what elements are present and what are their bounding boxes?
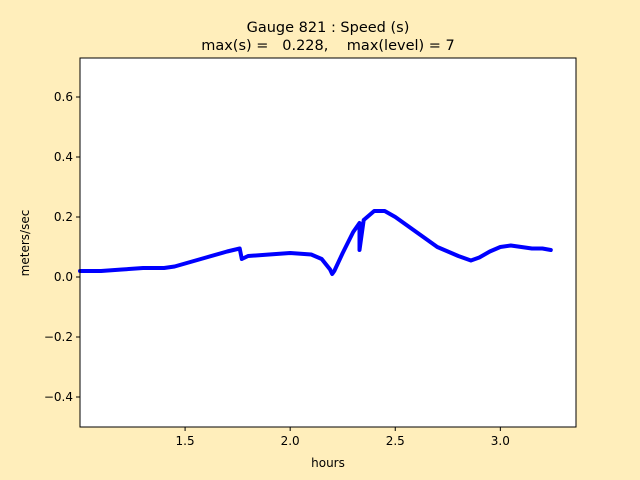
x-tick-label: 2.5 <box>386 434 405 448</box>
y-tick-label: 0.6 <box>54 90 73 104</box>
x-tick-label: 3.0 <box>491 434 510 448</box>
plot-frame <box>79 57 577 428</box>
x-axis-label: hours <box>311 456 345 470</box>
x-axis-ticks: 1.5 2.0 2.5 3.0 <box>176 427 510 448</box>
y-tick-label: 0.0 <box>54 270 73 284</box>
x-tick-label: 1.5 <box>176 434 195 448</box>
chart-subtitle: max(s) = 0.228, max(level) = 7 <box>201 38 455 54</box>
y-tick-label: −0.2 <box>44 330 73 344</box>
plot-area <box>80 58 576 427</box>
y-axis-ticks: −0.4 −0.2 0.0 0.2 0.4 0.6 <box>44 90 80 404</box>
series-layer <box>78 209 553 276</box>
x-tick-label: 2.0 <box>281 434 300 448</box>
y-tick-label: 0.4 <box>54 150 73 164</box>
speed-series-line <box>78 209 553 276</box>
y-tick-label: −0.4 <box>44 390 73 404</box>
y-tick-label: 0.2 <box>54 210 73 224</box>
chart-title: Gauge 821 : Speed (s) <box>247 20 410 36</box>
y-axis-label: meters/sec <box>18 210 32 277</box>
